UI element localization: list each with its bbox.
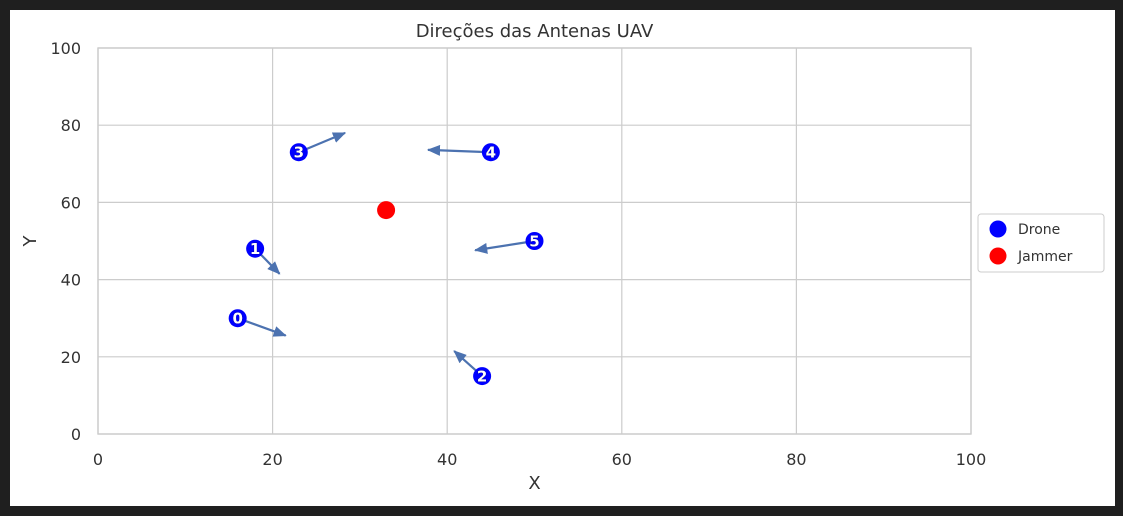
drone-id-label: 5 bbox=[529, 233, 539, 251]
y-tick-label: 20 bbox=[61, 348, 81, 367]
drone-id-label: 3 bbox=[294, 144, 304, 162]
legend-label-drone: Drone bbox=[1018, 222, 1060, 238]
drone-point bbox=[228, 309, 247, 328]
x-tick-label: 0 bbox=[93, 450, 103, 469]
antenna-direction-arrow bbox=[474, 239, 535, 254]
drone-point bbox=[246, 239, 265, 258]
y-axis-label: Y bbox=[20, 235, 41, 248]
drone-id-label: 2 bbox=[477, 368, 487, 386]
plot-frame bbox=[97, 47, 972, 435]
x-tick-label: 100 bbox=[956, 450, 987, 469]
drone-point bbox=[289, 143, 308, 162]
legend-marker-drone bbox=[989, 220, 1007, 238]
chart-card: 0 20 40 60 80 100 0 20 40 60 80 100 Direções das Ant… bbox=[10, 10, 1115, 506]
y-tick-label: 40 bbox=[61, 271, 81, 290]
x-tick-label: 20 bbox=[262, 450, 282, 469]
y-tick-label: 100 bbox=[50, 39, 81, 58]
x-axis-label: X bbox=[528, 473, 540, 494]
y-tick-label: 80 bbox=[61, 116, 81, 135]
legend-box bbox=[977, 213, 1105, 273]
legend-marker-jammer bbox=[989, 247, 1007, 265]
jammer-point bbox=[377, 201, 396, 220]
legend-label-jammer: Jammer bbox=[1017, 249, 1073, 265]
drone-id-label: 1 bbox=[250, 240, 260, 258]
drone-id-label: 0 bbox=[232, 310, 242, 328]
x-tick-label: 60 bbox=[612, 450, 632, 469]
y-tick-label: 0 bbox=[71, 425, 81, 444]
antenna-direction-arrow bbox=[426, 144, 491, 156]
drone-point bbox=[473, 367, 492, 386]
drone-point bbox=[481, 143, 500, 162]
chart-title: Direções das Antenas UAV bbox=[416, 21, 654, 42]
y-tick-label: 60 bbox=[61, 193, 81, 212]
x-tick-label: 40 bbox=[437, 450, 457, 469]
drone-id-label: 4 bbox=[486, 144, 496, 162]
x-tick-label: 80 bbox=[786, 450, 806, 469]
drone-point bbox=[525, 232, 544, 250]
